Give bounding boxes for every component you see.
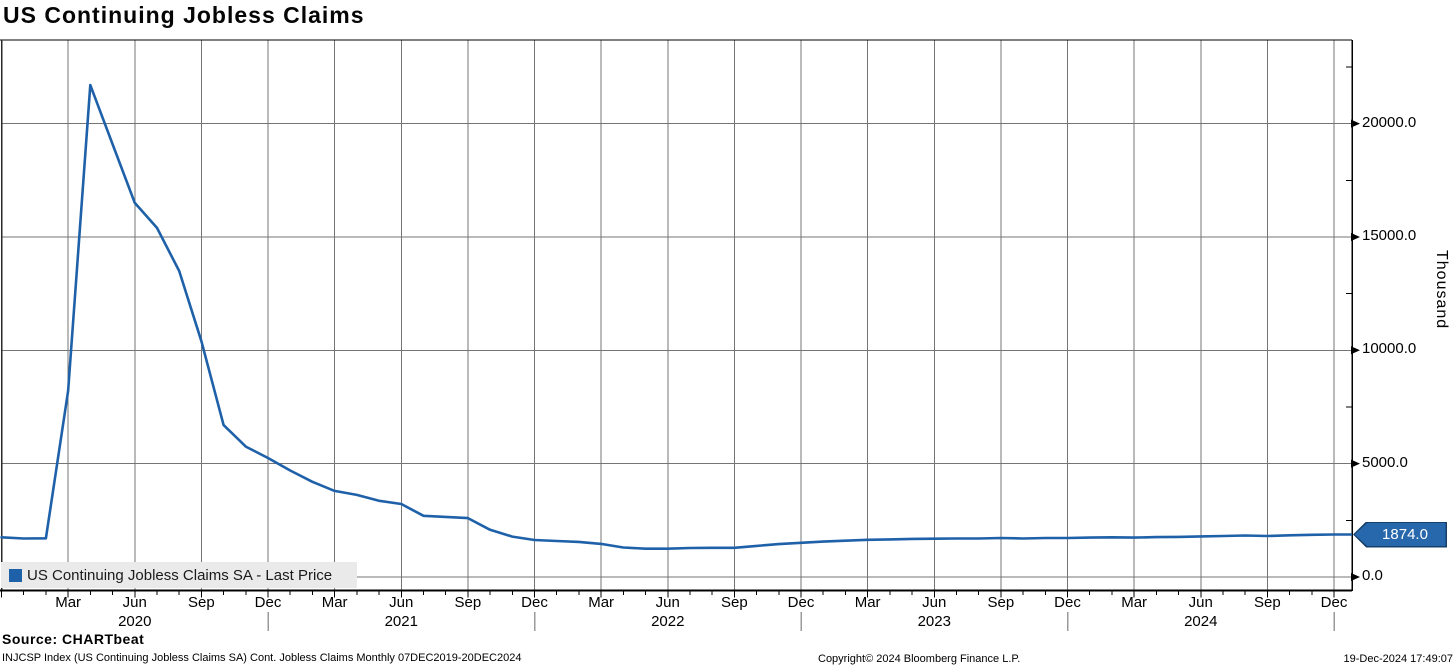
x-axis-tick-label: Dec — [521, 594, 548, 611]
y-axis-tick-label: 15000.0 — [1362, 226, 1417, 244]
legend-item[interactable]: US Continuing Jobless Claims SA - Last P… — [1, 562, 357, 588]
x-axis-tick-label: Mar — [854, 594, 881, 611]
last-price-value: 1874.0 — [1382, 526, 1428, 544]
x-axis-tick-label: Mar — [321, 594, 348, 611]
x-axis-tick-label: Sep — [987, 594, 1015, 611]
x-axis-year-label: 2023 — [917, 613, 951, 630]
x-axis-tick-label: Dec — [787, 594, 815, 611]
y-axis-tick-label: 0.0 — [1362, 567, 1383, 584]
x-axis-tick-label: Dec — [1054, 594, 1081, 611]
copyright-label: Copyright© 2024 Bloomberg Finance L.P. — [818, 653, 1021, 665]
legend-label: US Continuing Jobless Claims SA - Last P… — [27, 566, 333, 584]
x-axis-tick-label: Dec — [254, 594, 282, 611]
x-axis-tick-label: Mar — [55, 594, 82, 611]
x-axis-tick-label: Sep — [721, 594, 748, 611]
x-axis-year-label: 2022 — [651, 613, 685, 630]
y-axis-tick-label: 20000.0 — [1362, 113, 1417, 131]
legend-swatch-icon — [9, 568, 22, 582]
timestamp-label: 19-Dec-2024 17:49:07 — [1343, 653, 1453, 665]
x-axis-year-label: 2020 — [118, 613, 152, 630]
x-axis-tick-label: Jun — [389, 594, 414, 611]
x-axis-tick-label: Sep — [188, 594, 215, 611]
x-axis-tick-label: Sep — [1254, 594, 1281, 611]
x-axis-year-label: 2021 — [384, 613, 418, 630]
last-price-flag: 1874.0 — [1353, 521, 1447, 548]
x-axis-tick-label: Jun — [122, 594, 147, 611]
source-label: Source: CHARTbeat — [2, 631, 145, 647]
x-axis-tick-label: Mar — [1121, 594, 1148, 611]
x-axis-tick-label: Jun — [1188, 594, 1213, 611]
security-description: INJCSP Index (US Continuing Jobless Clai… — [2, 652, 522, 664]
x-axis-tick-label: Jun — [655, 594, 680, 611]
chart-title: US Continuing Jobless Claims — [3, 2, 365, 28]
x-axis-tick-label: Jun — [922, 594, 947, 611]
x-axis-tick-label: Sep — [454, 594, 482, 611]
y-axis-unit-label: Thousand — [1433, 250, 1450, 330]
x-axis-tick-label: Mar — [588, 594, 615, 611]
y-axis-tick-label: 5000.0 — [1362, 453, 1408, 471]
x-axis-year-label: 2024 — [1184, 613, 1218, 630]
x-axis-tick-label: Dec — [1320, 594, 1348, 611]
y-axis-tick-label: 10000.0 — [1362, 340, 1417, 358]
